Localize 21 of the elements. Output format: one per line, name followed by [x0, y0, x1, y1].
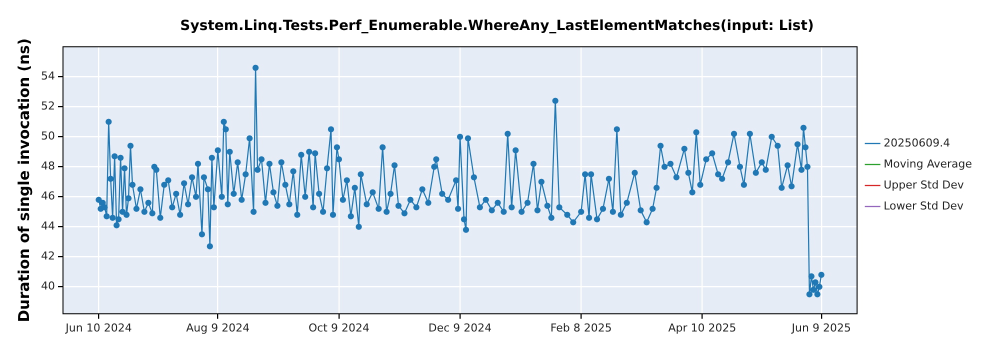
y-tick-label: 50: [40, 130, 55, 143]
y-tick-label: 44: [40, 220, 55, 233]
legend-label: Lower Std Dev: [884, 199, 964, 212]
y-tick-label: 52: [40, 100, 55, 113]
y-tick-label: 42: [40, 250, 55, 263]
x-tick-label: Dec 9 2024: [428, 321, 492, 334]
x-tick-label: Oct 9 2024: [308, 321, 370, 334]
y-tick-label: 46: [40, 190, 55, 203]
x-tick-label: Jun 9 2025: [790, 321, 851, 334]
x-tick-label: Jun 10 2024: [64, 321, 132, 334]
y-tick-label: 54: [40, 70, 55, 83]
legend-label: 20250609.4: [884, 136, 950, 150]
legend-label: Moving Average: [884, 157, 972, 170]
y-tick-label: 48: [40, 160, 55, 173]
chart-title: System.Linq.Tests.Perf_Enumerable.WhereAny_LastElementMatches(input: List): [180, 18, 814, 34]
legend-label: Upper Std Dev: [884, 178, 964, 192]
x-tick-label: Apr 10 2025: [668, 321, 736, 334]
x-tick-label: Aug 9 2024: [186, 321, 250, 334]
y-tick-label: 40: [40, 280, 55, 293]
x-tick-label: Feb 8 2025: [550, 321, 612, 334]
y-axis-title: Duration of single invocation (ns): [14, 38, 33, 322]
